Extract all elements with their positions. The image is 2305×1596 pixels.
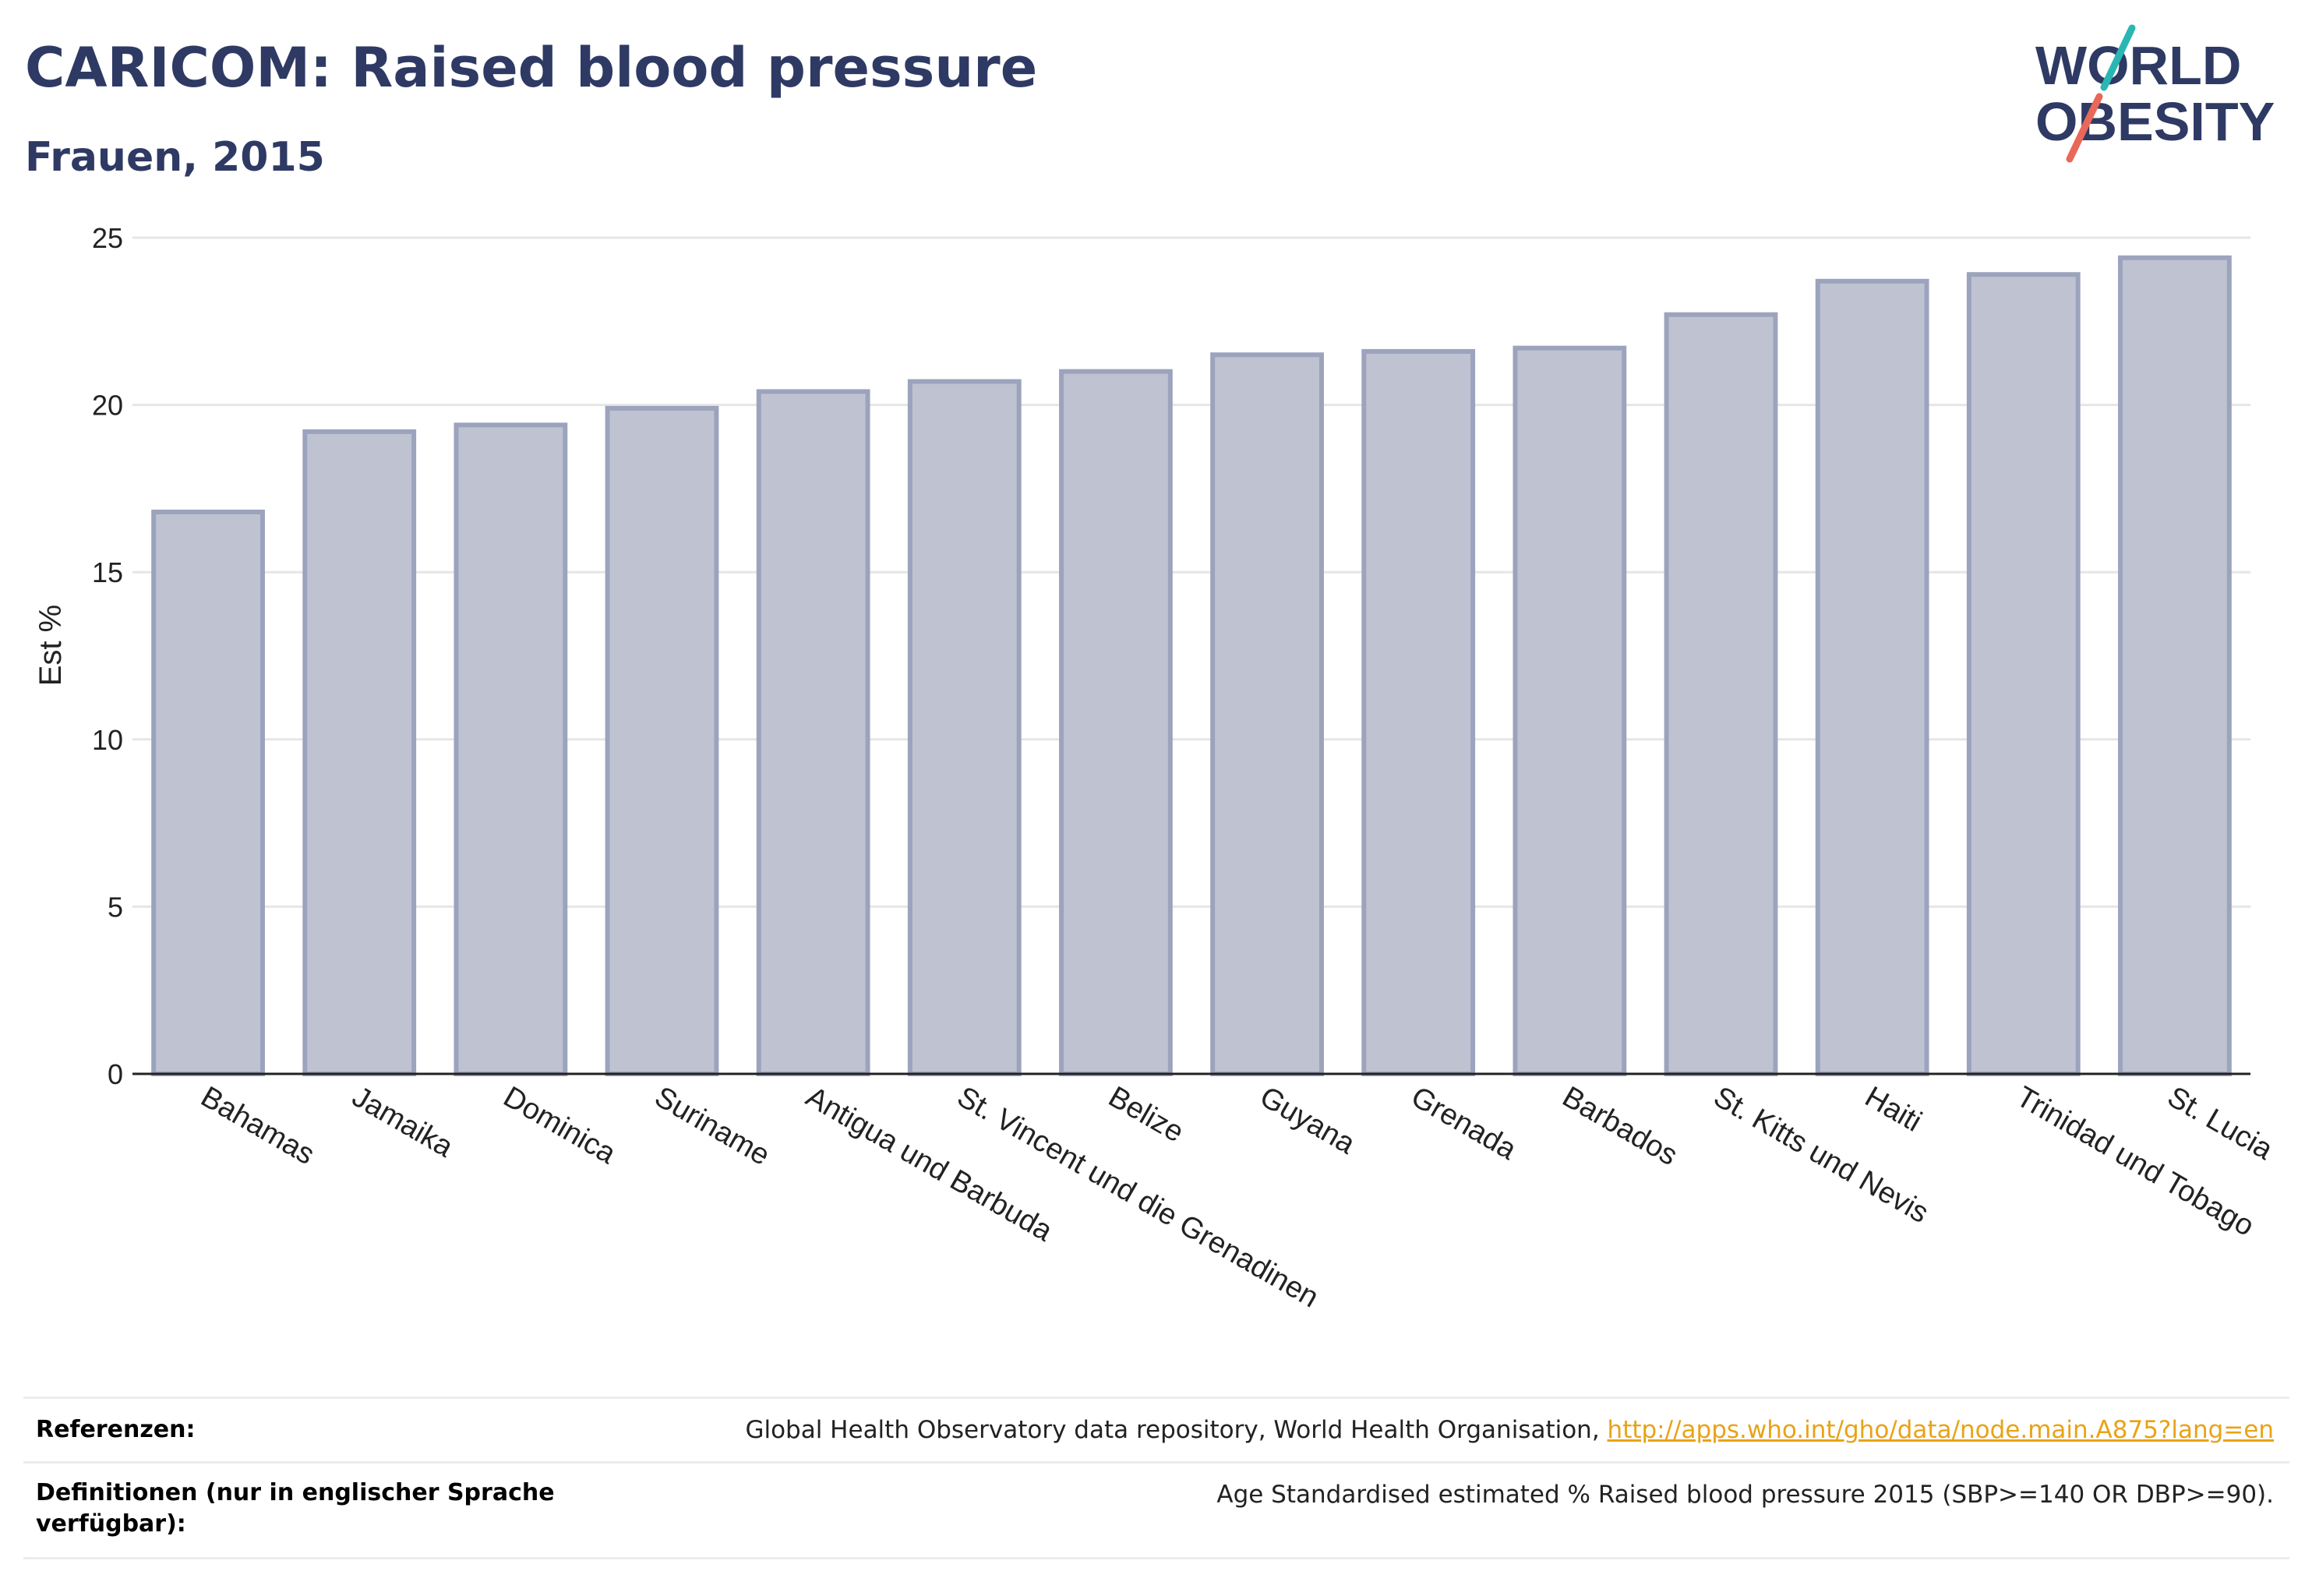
references-value: Global Health Observatory data repositor… xyxy=(745,1414,2274,1446)
x-tick-label: Suriname xyxy=(649,1080,775,1172)
x-tick-label: Trinidad und Tobago xyxy=(2010,1080,2259,1243)
references-row: Referenzen: Global Health Observatory da… xyxy=(23,1396,2289,1461)
x-tick-label: Grenada xyxy=(1406,1080,1523,1167)
logo-slash-bottom xyxy=(2066,93,2103,163)
y-tick-label: 0 xyxy=(108,1058,123,1090)
bar[interactable] xyxy=(907,379,1022,1076)
logo-slash-top xyxy=(2100,24,2136,91)
bar[interactable] xyxy=(605,405,719,1076)
x-tick-label: Barbados xyxy=(1557,1080,1683,1172)
y-tick-label: 15 xyxy=(92,556,123,588)
x-tick-labels: Bahamas Jamaika Dominica Suriname Antigua un… xyxy=(196,1080,2279,1314)
y-tick-label: 20 xyxy=(92,390,123,422)
logo-line-world: WORLD xyxy=(2035,35,2241,96)
references-link[interactable]: http://apps.who.int/gho/data/node.main.A… xyxy=(1607,1416,2274,1444)
bar[interactable] xyxy=(2118,255,2232,1077)
y-axis-label: Est % xyxy=(34,605,68,686)
x-tick-label: Belize xyxy=(1103,1080,1189,1149)
references-table: Referenzen: Global Health Observatory da… xyxy=(23,1396,2289,1559)
x-tick-label: Dominica xyxy=(498,1080,622,1171)
bar[interactable] xyxy=(151,509,265,1076)
bar[interactable] xyxy=(1664,312,1778,1076)
bar[interactable] xyxy=(1513,345,1627,1076)
y-tick-labels: 0 5 10 15 20 25 xyxy=(92,222,123,1090)
x-tick-label: Haiti xyxy=(1859,1080,1927,1138)
bar[interactable] xyxy=(1966,272,2081,1076)
x-tick-label: St. Lucia xyxy=(2162,1080,2279,1167)
y-tick-label: 10 xyxy=(92,724,123,756)
grid-lines xyxy=(132,236,2250,908)
bar[interactable] xyxy=(1815,278,1929,1076)
y-tick-label: 5 xyxy=(108,891,123,923)
x-tick-label: Bahamas xyxy=(196,1080,320,1171)
bar[interactable] xyxy=(756,389,870,1076)
x-tick-label: Jamaika xyxy=(347,1080,459,1164)
definitions-text: Age Standardised estimated % Raised bloo… xyxy=(1216,1481,2274,1509)
definitions-label: Definitionen (nur in englischer Sprache … xyxy=(36,1479,555,1538)
bar-chart: 0 5 10 15 20 25 Bahamas Jamaika Dominica Surinam… xyxy=(34,222,2279,1315)
references-label: Referenzen: xyxy=(36,1416,196,1443)
x-tick-label: Antigua und Barbuda xyxy=(800,1080,1058,1248)
bar[interactable] xyxy=(1210,352,1324,1077)
world-obesity-logo: WORLD OBESITY xyxy=(2035,24,2275,163)
bar[interactable] xyxy=(1361,348,1476,1077)
bars xyxy=(151,255,2232,1077)
bar[interactable] xyxy=(454,422,568,1076)
bar[interactable] xyxy=(1059,369,1173,1076)
references-text: Global Health Observatory data repositor… xyxy=(745,1416,1608,1444)
chart-title: CARICOM: Raised blood pressure xyxy=(25,36,1038,100)
definitions-row: Definitionen (nur in englischer Sprache … xyxy=(23,1461,2289,1559)
chart-subtitle: Frauen, 2015 xyxy=(25,134,325,181)
y-tick-label: 25 xyxy=(92,222,123,254)
x-tick-label: Guyana xyxy=(1255,1080,1361,1160)
bar[interactable] xyxy=(302,429,417,1076)
